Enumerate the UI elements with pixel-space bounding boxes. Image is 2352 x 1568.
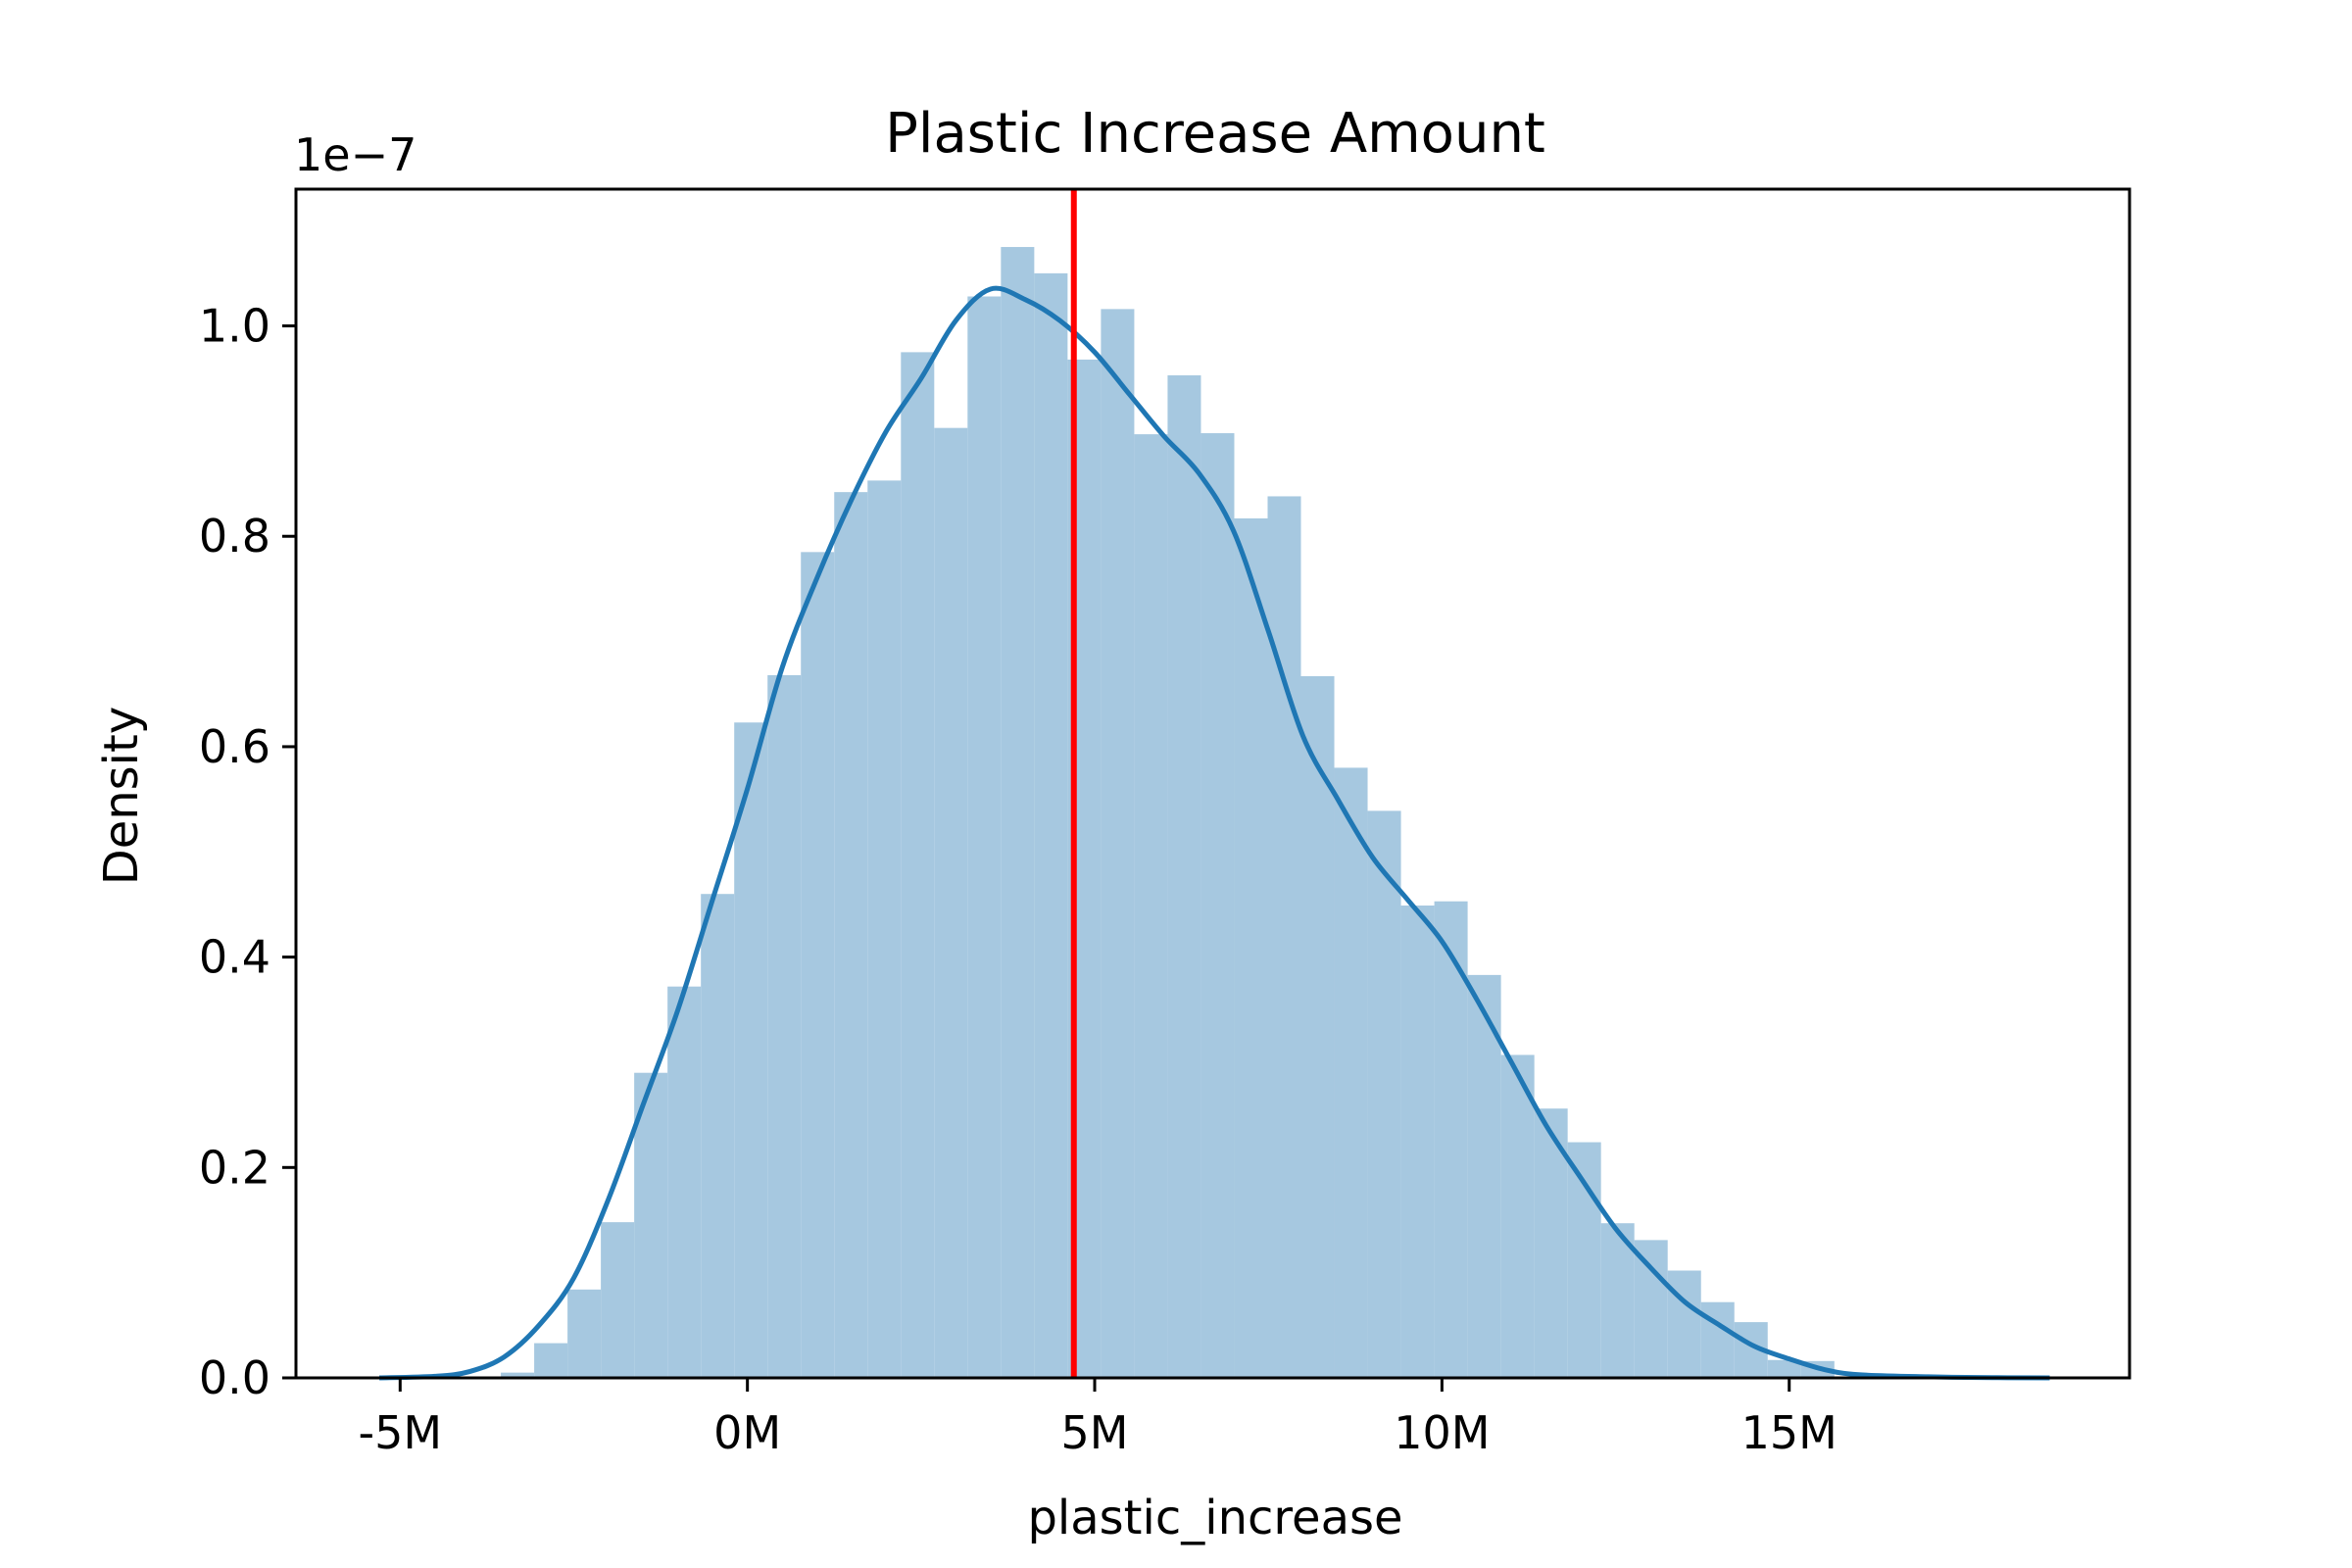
histogram-bar <box>1001 247 1035 1378</box>
histogram-bar <box>1267 496 1301 1378</box>
y-tick-label: 0.6 <box>199 720 270 773</box>
histogram-bar <box>1334 767 1368 1378</box>
histogram-bar <box>1634 1240 1668 1378</box>
histogram-bar <box>901 352 935 1378</box>
kde-curve <box>378 285 2050 1381</box>
axis-ticks: -5M 0M 5M 10M 15M 0.0 0.2 0.4 0.6 0.8 1.0 <box>199 300 1838 1459</box>
histogram-bar <box>501 1372 535 1378</box>
kde-curve-layer <box>378 285 2050 1381</box>
histogram-bar <box>1101 309 1135 1378</box>
histogram-bar <box>867 480 902 1379</box>
histogram-bar <box>1300 676 1335 1378</box>
chart-title: Plastic Increase Amount <box>885 102 1545 166</box>
histogram-bar <box>1234 517 1268 1378</box>
x-tick-label: 5M <box>1061 1406 1129 1459</box>
axes <box>294 187 2132 1380</box>
histogram-bar <box>967 296 1002 1378</box>
histogram-bar <box>1500 1054 1535 1378</box>
histogram-bar <box>1700 1301 1735 1378</box>
histogram-bar <box>567 1289 602 1378</box>
histogram-bar <box>1400 906 1435 1378</box>
histogram-bar <box>734 722 768 1378</box>
histogram-bar <box>601 1222 635 1378</box>
histogram-bar <box>801 552 835 1378</box>
histogram-bar <box>834 492 868 1378</box>
histogram-bar <box>767 674 802 1378</box>
histogram-bar <box>1367 810 1401 1378</box>
x-tick-label: 10M <box>1394 1406 1490 1459</box>
histogram-bar <box>534 1343 568 1378</box>
plot-frame <box>294 187 2132 1380</box>
x-axis-label: plastic_increase <box>1027 1491 1402 1545</box>
histogram-bar <box>634 1072 668 1378</box>
histogram-bar <box>1600 1223 1635 1378</box>
histogram-bar <box>701 894 735 1378</box>
y-tick-label: 0.0 <box>199 1351 270 1404</box>
y-axis-label: Density <box>94 707 149 885</box>
x-tick-label: -5M <box>359 1406 443 1459</box>
histogram-bar <box>1567 1142 1601 1378</box>
y-axis-offset-label: 1e−7 <box>294 128 416 181</box>
histogram-bar <box>1434 901 1468 1378</box>
histogram-bar <box>934 427 968 1378</box>
histogram-bar <box>1667 1270 1701 1378</box>
x-tick-label: 15M <box>1741 1406 1838 1459</box>
histogram-bar <box>1167 375 1201 1378</box>
histogram-bars <box>501 247 1835 1379</box>
y-tick-label: 0.2 <box>199 1141 270 1194</box>
histogram-bar <box>1134 434 1168 1378</box>
histogram-bar <box>1200 433 1235 1378</box>
histogram-bar <box>1034 272 1068 1378</box>
histogram-bar <box>1767 1359 1801 1378</box>
y-tick-label: 0.8 <box>199 510 270 563</box>
histogram-bar <box>667 986 702 1378</box>
y-tick-label: 0.4 <box>199 931 270 984</box>
y-tick-label: 1.0 <box>199 300 270 353</box>
histogram-bar <box>1467 974 1501 1378</box>
x-tick-label: 0M <box>713 1406 781 1459</box>
